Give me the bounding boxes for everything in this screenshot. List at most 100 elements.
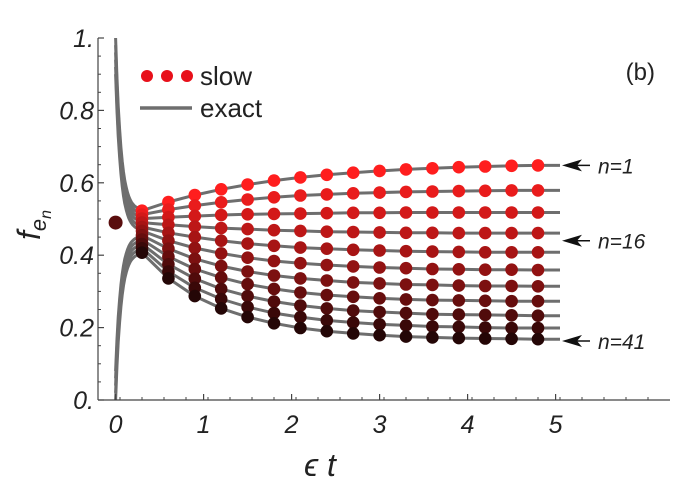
y-tick-label: 0.6: [59, 170, 94, 198]
slow-marker: [505, 206, 518, 219]
annotation-label: n=41: [598, 331, 645, 354]
slow-marker: [294, 189, 307, 202]
slow-marker: [268, 295, 281, 308]
slow-marker: [215, 222, 228, 235]
slow-marker: [189, 231, 202, 244]
y-tick-label: 0.4: [59, 242, 94, 270]
slow-marker: [505, 246, 518, 259]
slow-marker: [373, 207, 386, 220]
slow-marker: [241, 208, 254, 221]
slow-marker: [347, 304, 360, 317]
slow-marker: [426, 245, 439, 258]
annotations: n=1 n=16 n=41: [562, 155, 646, 354]
legend-exact-label: exact: [200, 93, 263, 123]
slow-marker: [453, 279, 466, 292]
slow-marker: [532, 295, 545, 308]
slow-marker: [479, 280, 492, 293]
slow-marker: [215, 271, 228, 284]
y-axis-label: fen: [11, 210, 55, 240]
slow-marker: [241, 223, 254, 236]
slow-marker: [347, 327, 360, 340]
slow-marker: [215, 260, 228, 273]
slow-marker: [294, 272, 307, 285]
slow-marker: [400, 227, 413, 240]
x-tick-label: 2: [284, 411, 299, 439]
slow-marker: [532, 227, 545, 240]
slow-marker: [400, 307, 413, 320]
slow-marker: [453, 246, 466, 259]
slow-marker: [215, 196, 228, 209]
slow-marker: [400, 262, 413, 275]
slow-marker: [453, 185, 466, 198]
slow-marker: [294, 207, 307, 220]
slow-marker: [400, 206, 413, 219]
slow-marker: [241, 311, 254, 324]
slow-marker: [505, 160, 518, 173]
slow-marker: [347, 276, 360, 289]
legend-slow-marker-2: [161, 70, 173, 82]
slow-marker: [268, 255, 281, 268]
slow-marker: [215, 183, 228, 196]
annotation-label: n=16: [598, 231, 646, 254]
slow-marker: [321, 169, 334, 182]
x-tick-label: 5: [549, 411, 563, 439]
slow-marker: [532, 184, 545, 197]
exact-line: [116, 74, 560, 270]
slow-marker: [453, 227, 466, 240]
slow-marker: [453, 308, 466, 321]
slow-marker: [426, 331, 439, 344]
slow-marker: [268, 283, 281, 296]
slow-marker: [532, 159, 545, 172]
slow-marker: [373, 261, 386, 274]
slow-marker: [321, 225, 334, 238]
slow-marker: [215, 247, 228, 260]
slow-marker: [479, 295, 492, 308]
slow-marker: [373, 306, 386, 319]
slow-marker: [241, 251, 254, 264]
slow-marker: [347, 166, 360, 179]
slow-marker: [426, 294, 439, 307]
slow-marker: [532, 333, 545, 346]
slow-marker: [400, 330, 413, 343]
slow-marker: [241, 290, 254, 303]
slow-marker: [426, 263, 439, 276]
initial-point: [109, 216, 123, 230]
exact-line: [116, 45, 560, 215]
legend: slow exact: [140, 61, 263, 123]
slow-marker: [426, 320, 439, 333]
slow-marker: [453, 161, 466, 174]
slow-marker: [453, 263, 466, 276]
slow-marker: [532, 322, 545, 335]
slow-marker: [373, 318, 386, 331]
slow-marker: [373, 186, 386, 199]
exact-lines: [116, 38, 560, 400]
slow-marker: [532, 309, 545, 322]
slow-marker: [479, 332, 492, 345]
legend-slow-marker-3: [181, 70, 193, 82]
slow-marker: [426, 227, 439, 240]
slow-marker: [400, 319, 413, 332]
slow-marker: [426, 162, 439, 175]
slow-marker: [479, 263, 492, 276]
slow-marker: [241, 237, 254, 250]
panel-label: (b): [626, 59, 655, 86]
slow-marker: [347, 316, 360, 329]
slow-marker: [189, 290, 202, 303]
x-tick-label: 1: [197, 411, 211, 439]
slow-marker: [532, 206, 545, 219]
slow-marker: [505, 263, 518, 276]
annotation-label: n=1: [598, 155, 634, 178]
slow-marker: [479, 206, 492, 219]
slow-marker: [453, 206, 466, 219]
slow-marker: [426, 206, 439, 219]
slow-marker: [479, 160, 492, 173]
slow-marker: [294, 299, 307, 312]
slow-marker: [321, 314, 334, 327]
slow-marker: [268, 174, 281, 187]
slow-marker: [321, 325, 334, 338]
slow-marker: [294, 241, 307, 254]
slow-marker: [400, 278, 413, 291]
slow-marker: [453, 321, 466, 334]
